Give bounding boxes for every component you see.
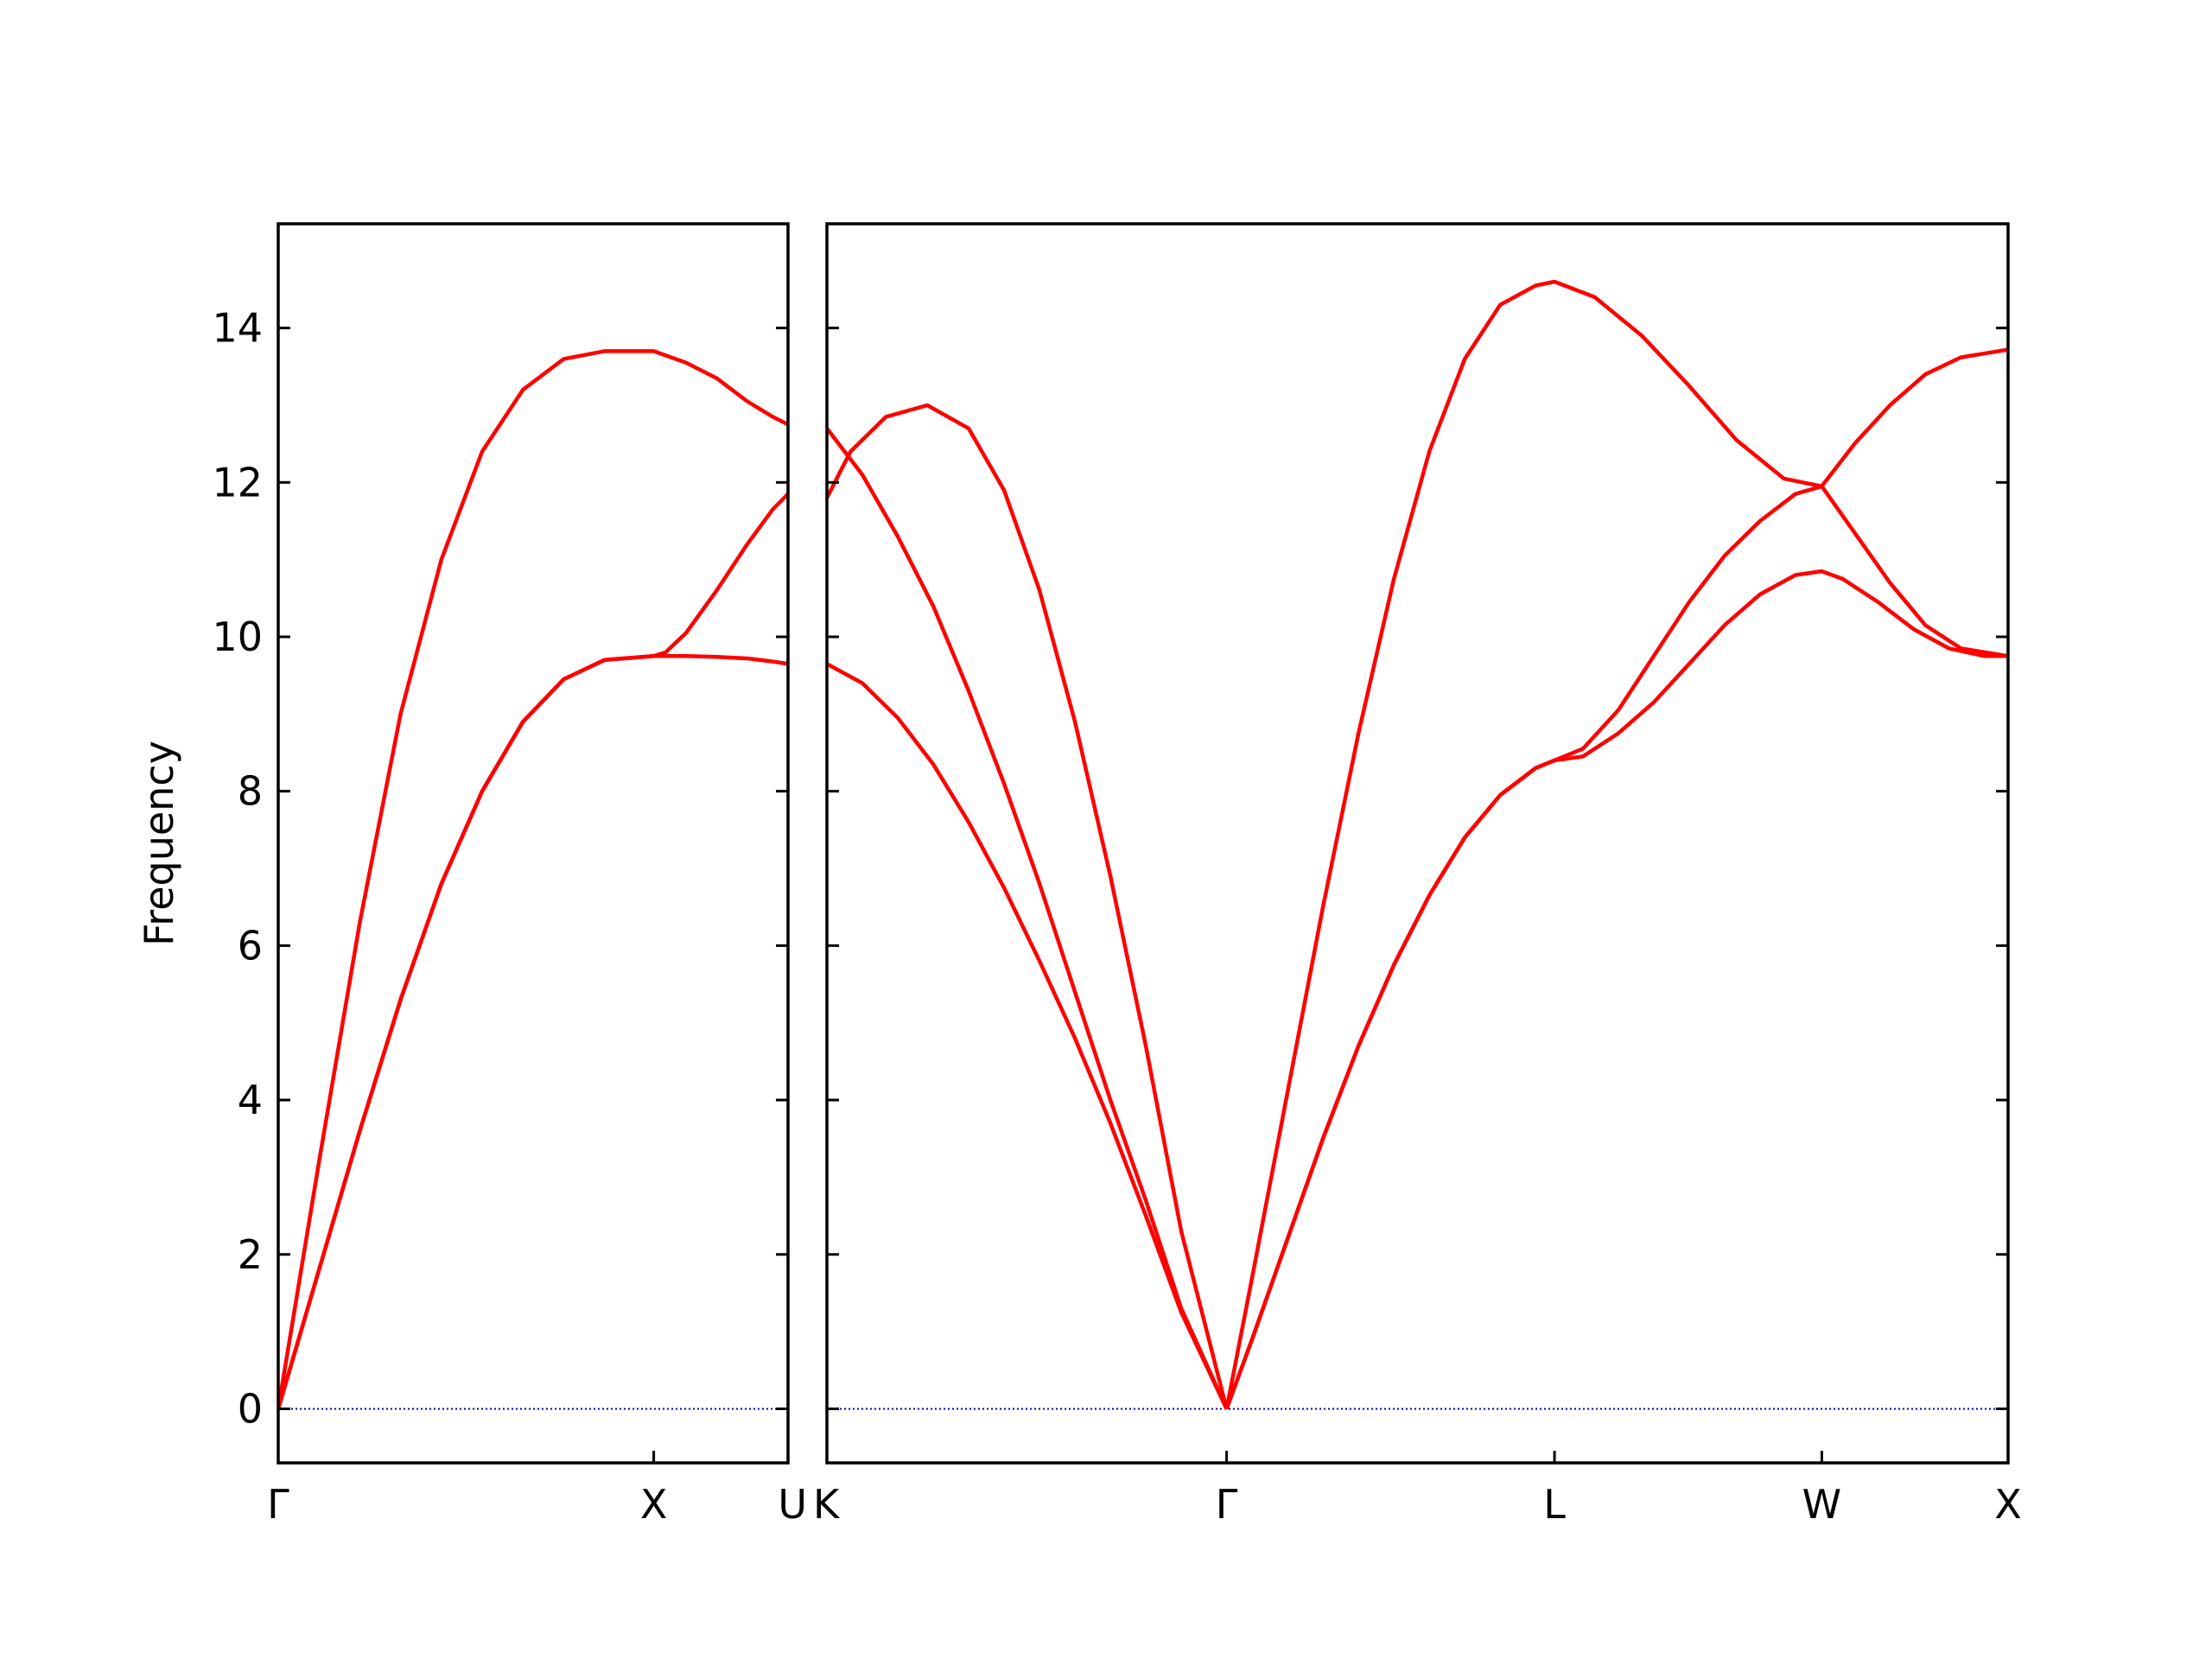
x-tick-label: Γ <box>1216 1481 1238 1528</box>
x-tick-label: W <box>1802 1481 1841 1528</box>
band-line-2 <box>827 427 1229 1410</box>
band-line-3 <box>827 662 1229 1410</box>
y-axis-title: Frequency <box>136 741 182 946</box>
x-tick-label: K <box>813 1481 841 1528</box>
band-line-6 <box>1224 569 2008 1410</box>
band-line-3 <box>278 654 788 1410</box>
y-tick-label: 2 <box>238 1231 263 1278</box>
band-line-5 <box>1224 484 2008 1410</box>
x-tick-label: X <box>640 1481 668 1528</box>
x-tick-label: U <box>778 1481 807 1528</box>
panel-frame <box>825 222 2010 1465</box>
y-tick-label: 14 <box>212 305 263 352</box>
y-tick-label: 10 <box>212 613 263 660</box>
y-tick-label: 0 <box>238 1385 263 1432</box>
band-line-1 <box>827 403 1229 1410</box>
y-tick-label: 12 <box>212 459 263 505</box>
y-tick-label: 6 <box>238 922 263 969</box>
y-tick-label: 8 <box>238 768 263 815</box>
band-line-1 <box>278 349 788 1409</box>
x-tick-label: X <box>1994 1481 2022 1528</box>
x-tick-label: L <box>1543 1481 1566 1528</box>
band-line-4 <box>1224 279 2008 1409</box>
panel-frame <box>276 222 790 1465</box>
y-tick-label: 4 <box>238 1077 263 1123</box>
x-tick-label: Γ <box>267 1481 289 1528</box>
